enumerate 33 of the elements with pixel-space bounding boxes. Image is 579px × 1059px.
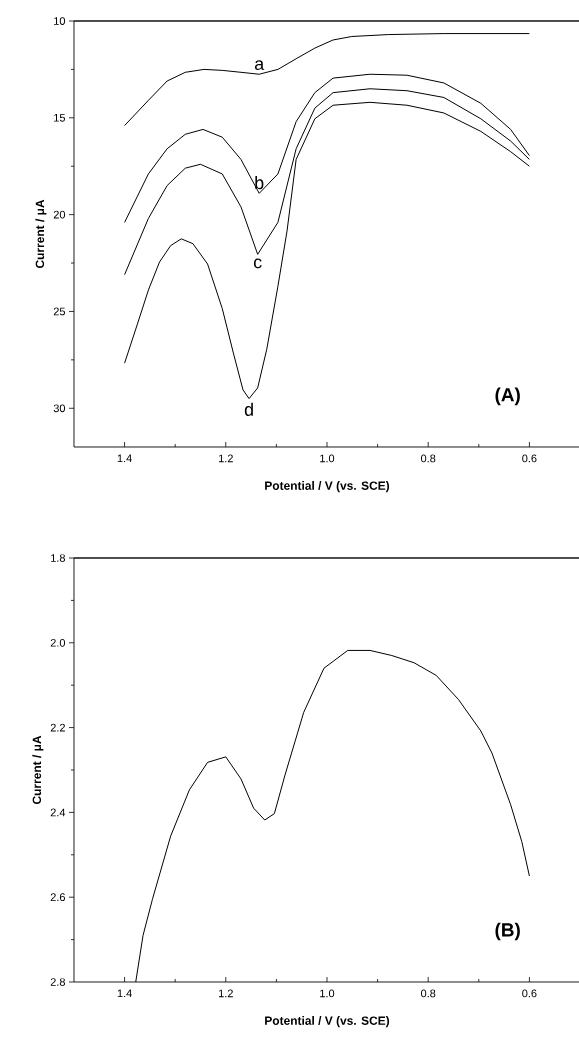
- line-series: [124, 33, 530, 127]
- y-tick-label: 2.4: [50, 808, 66, 817]
- x-tick-label: 0.6: [522, 454, 537, 463]
- y-tick-label: 2.2: [50, 723, 65, 732]
- x-axis-title: Potential / V (vs. SCE): [265, 481, 390, 493]
- x-tick-label: 0.8: [421, 989, 436, 998]
- y-tick-label: 10: [54, 17, 66, 25]
- annotation: (B): [495, 922, 520, 941]
- annotation: (A): [495, 387, 520, 406]
- x-tick-label: 1.4: [117, 454, 132, 463]
- y-tick-label: 2.6: [50, 893, 65, 902]
- y-tick-label: 30: [53, 404, 66, 413]
- series-label: a: [254, 60, 265, 71]
- series-label: d: [244, 402, 253, 416]
- x-tick-label: 0.8: [421, 454, 436, 463]
- x-tick-label: 1.0: [320, 989, 335, 998]
- x-tick-label: 1.0: [320, 454, 335, 463]
- y-tick-label: 15: [54, 114, 65, 122]
- y-tick-label: 20: [53, 210, 66, 219]
- series-label: b: [255, 175, 264, 190]
- x-tick-label: 0.6: [522, 989, 537, 998]
- y-axis-title: Current / μA: [32, 735, 44, 805]
- line-series: [124, 73, 530, 223]
- y-tick-label: 2.0: [50, 638, 66, 647]
- x-tick-label: 1.4: [117, 989, 132, 998]
- x-tick-label: 1.2: [219, 989, 233, 998]
- series-label: c: [253, 258, 262, 269]
- y-tick-label: 2.8: [50, 978, 65, 986]
- x-axis-title: Potential / V (vs. SCE): [265, 1016, 390, 1028]
- y-tick-label: 25: [53, 307, 65, 316]
- y-tick-label: 1.8: [51, 554, 65, 562]
- y-axis-title: Current / μA: [35, 199, 47, 269]
- x-tick-label: 1.2: [219, 454, 233, 463]
